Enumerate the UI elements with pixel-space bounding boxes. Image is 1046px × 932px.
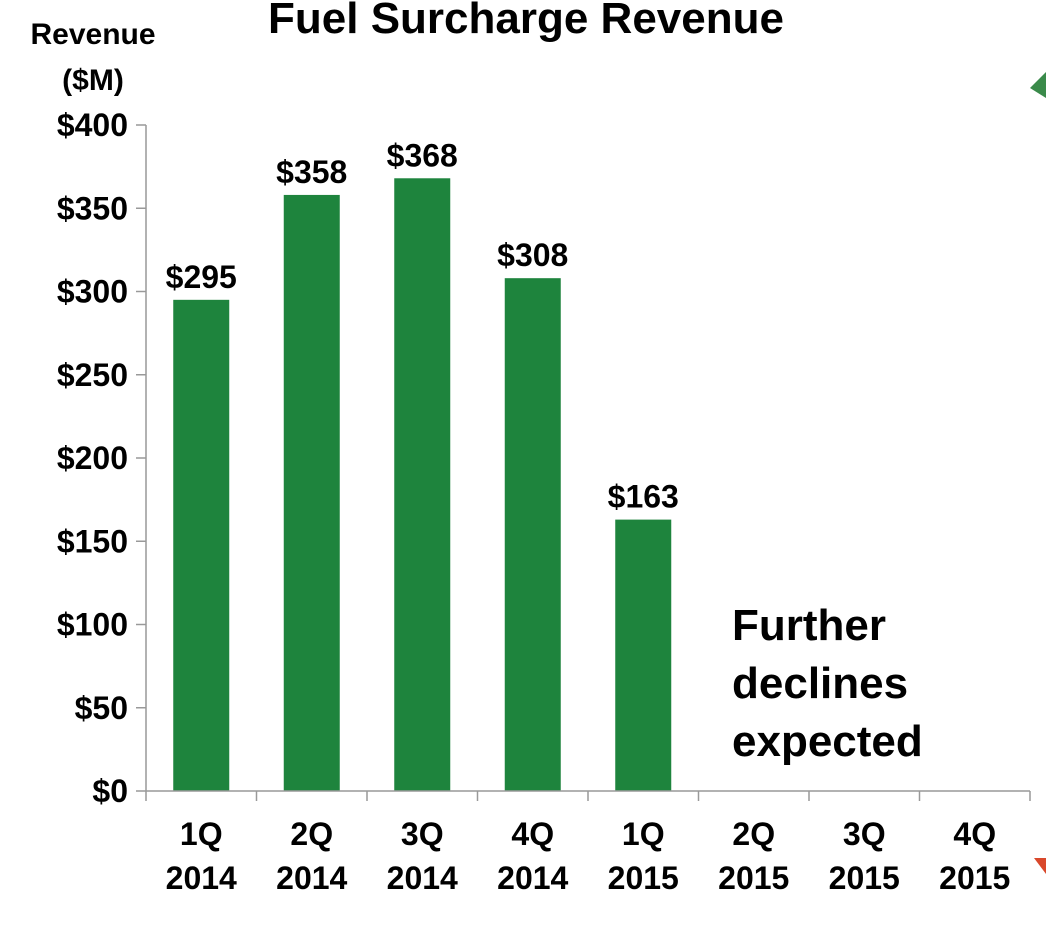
x-tick-label: 2015 [608, 860, 679, 896]
bar [615, 519, 672, 791]
annotation-line-3: expected [732, 717, 923, 766]
x-tick-label: 1Q [180, 816, 223, 852]
x-tick-label: 2Q [732, 816, 775, 852]
y-tick-label: $200 [57, 440, 128, 476]
y-axis-label-line-2: ($M) [62, 64, 124, 97]
bar-data-label: $308 [497, 237, 568, 273]
bar [173, 299, 230, 791]
y-tick-label: $300 [57, 274, 128, 310]
x-tick-label: 2014 [387, 860, 458, 896]
bar-data-label: $163 [608, 479, 679, 515]
bar-data-label: $358 [276, 154, 347, 190]
x-tick-label: 2014 [166, 860, 237, 896]
y-tick-label: $150 [57, 523, 128, 559]
chart-title: Fuel Surcharge Revenue [268, 0, 784, 43]
x-tick-label: 2015 [829, 860, 900, 896]
y-tick-label: $0 [92, 773, 128, 809]
annotation-line-1: Further [732, 601, 886, 650]
x-tick-label: 2015 [939, 860, 1010, 896]
annotation-line-2: declines [732, 659, 908, 708]
y-tick-label: $100 [57, 607, 128, 643]
x-tick-label: 1Q [622, 816, 665, 852]
x-tick-label: 4Q [511, 816, 554, 852]
y-axis-ticks: $0 $50 $100 $150 $200 $250 $300 $350 $400 [57, 107, 146, 809]
y-tick-label: $50 [75, 690, 128, 726]
x-tick-label: 3Q [843, 816, 886, 852]
y-axis-label-line-1: Revenue [30, 18, 155, 51]
x-tick-label: 4Q [953, 816, 996, 852]
y-tick-label: $250 [57, 357, 128, 393]
x-tick-label: 3Q [401, 816, 444, 852]
bar-data-label: $368 [387, 137, 458, 173]
x-tick-label: 2Q [290, 816, 333, 852]
y-tick-label: $350 [57, 190, 128, 226]
bar-series: $295 $358 $368 $308 $163 [166, 137, 679, 791]
x-axis-ticks: 1Q 2014 2Q 2014 3Q 2014 4Q 2014 1Q 2015 2Q 2015 3Q 20… [145, 791, 1031, 896]
x-tick-label: 2014 [497, 860, 568, 896]
bar-data-label: $295 [166, 259, 237, 295]
corner-accent-top-decoration [1030, 72, 1046, 98]
bar [394, 178, 451, 791]
x-tick-label: 2014 [276, 860, 347, 896]
corner-accent-bottom-decoration [1034, 858, 1046, 874]
y-tick-label: $400 [57, 107, 128, 143]
x-tick-label: 2015 [718, 860, 789, 896]
bar [283, 194, 340, 791]
bar [504, 278, 561, 791]
